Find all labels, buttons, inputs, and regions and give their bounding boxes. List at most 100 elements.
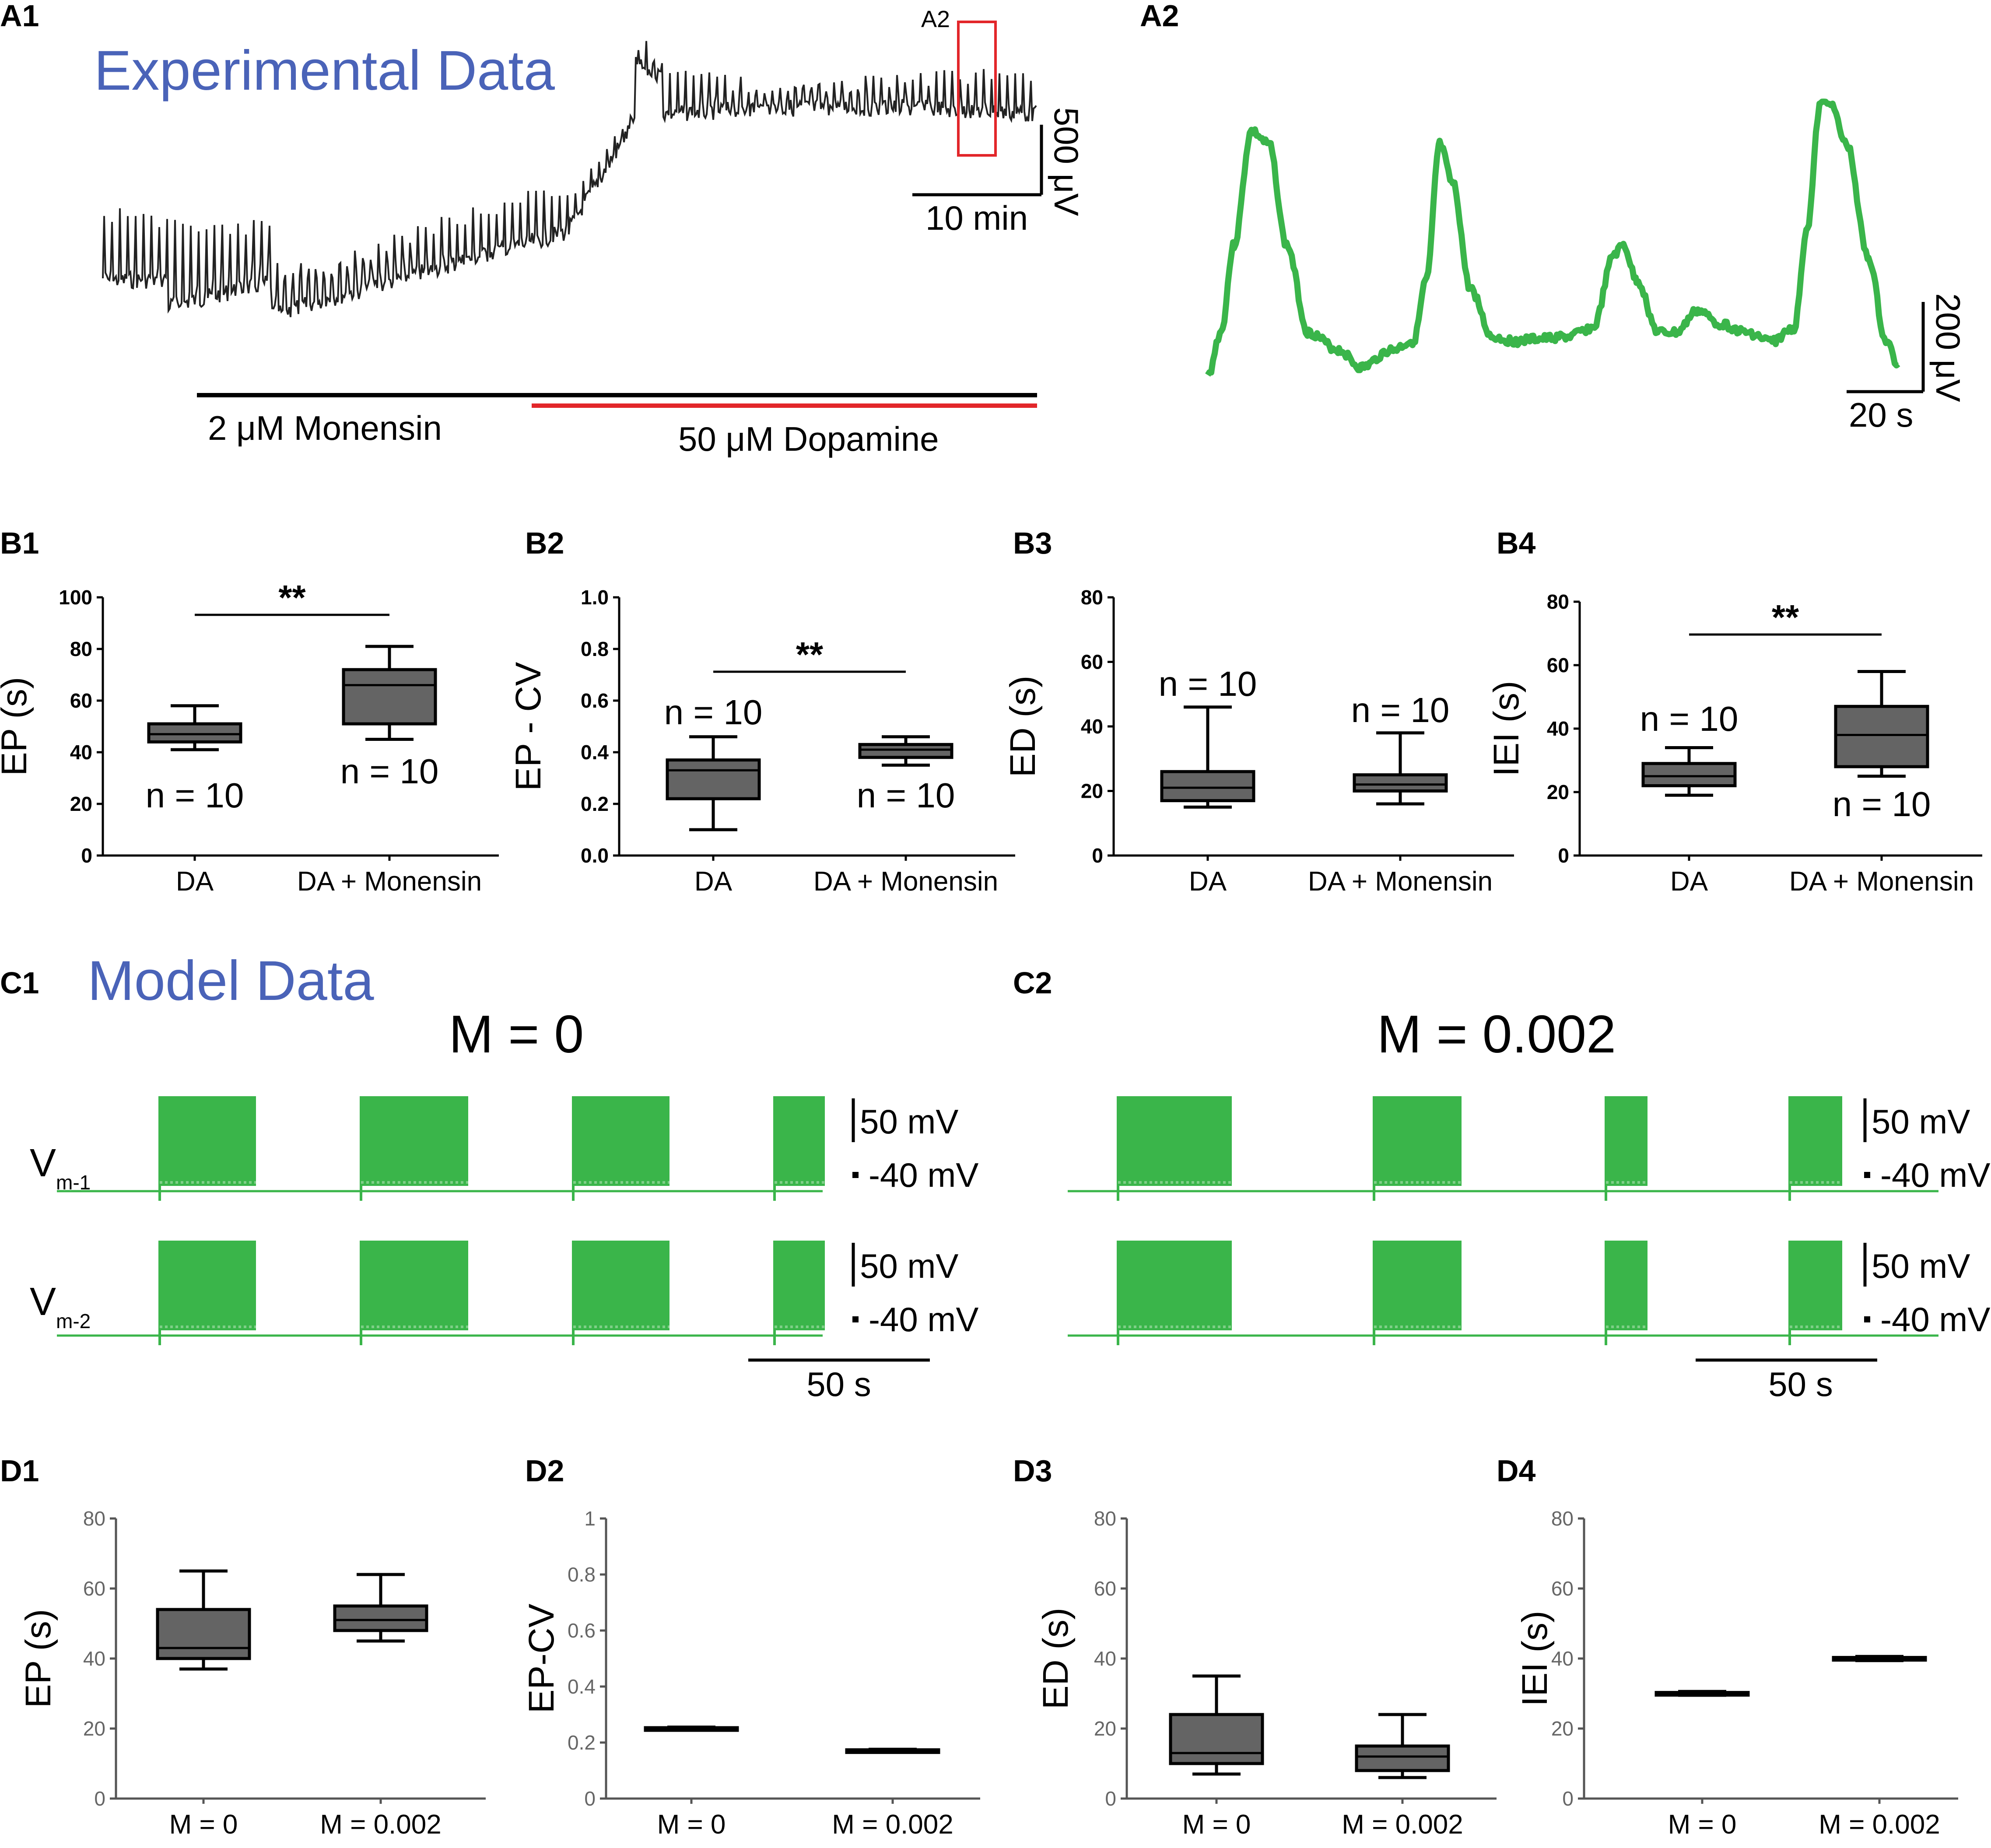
y-tick-label: 0	[1105, 1787, 1116, 1810]
y-tick-label: 0	[1092, 844, 1103, 867]
n-label: n = 10	[146, 776, 244, 815]
panel-label-a2: A2	[1140, 0, 1179, 33]
y-tick-label: 1.0	[581, 586, 609, 609]
y-tick-label: 40	[1081, 715, 1103, 738]
y-tick-label: 0.8	[568, 1563, 596, 1586]
a2-voltage-scale-label: 200 μV	[1929, 293, 1967, 402]
significance-label: **	[796, 635, 824, 674]
y-tick-label: 20	[1551, 1717, 1574, 1740]
category-label: M = 0	[657, 1809, 726, 1840]
y-tick-label: 100	[59, 586, 92, 609]
y-axis-label: EP (s)	[18, 1609, 58, 1708]
burst-block	[1374, 1241, 1462, 1330]
category-label: DA	[694, 866, 733, 897]
a2-expanded-trace	[1205, 98, 1900, 377]
box	[342, 668, 437, 726]
y-tick-label: 40	[70, 741, 92, 764]
panel-label-d2: D2	[525, 1454, 564, 1488]
category-label: M = 0.002	[1342, 1809, 1463, 1840]
y-tick-label: 0.8	[581, 638, 609, 660]
box	[858, 743, 953, 759]
panel-label-d1: D1	[0, 1454, 39, 1488]
c2-bottom-level-marker	[1864, 1316, 1870, 1322]
y-tick-label: 0	[1558, 844, 1569, 867]
y-tick-label: 80	[83, 1507, 105, 1530]
y-axis-label: ED (s)	[1036, 1608, 1076, 1709]
model-burst-traces	[57, 1096, 1938, 1345]
box	[156, 1608, 251, 1660]
panel-label-c1: C1	[0, 966, 39, 1000]
y-tick-label: 60	[83, 1577, 105, 1600]
significance-label: **	[1772, 598, 1799, 637]
monensin-label: 2 μM Monensin	[208, 409, 442, 447]
c1-bottom-level-marker	[852, 1316, 859, 1322]
y-tick-label: 0.6	[568, 1619, 596, 1642]
y-tick-label: 80	[1551, 1507, 1574, 1530]
category-label: DA + Monensin	[1308, 866, 1493, 897]
box	[1160, 770, 1255, 803]
n-label: n = 10	[1833, 785, 1931, 824]
experimental-data-title: Experimental Data	[94, 39, 555, 102]
a2-time-scale-label: 20 s	[1849, 396, 1913, 434]
c1-bottom-level-label: -40 mV	[869, 1300, 978, 1339]
c2-top-level-marker	[1864, 1172, 1870, 1178]
y-tick-label: 20	[1547, 781, 1569, 803]
n-label: n = 10	[1351, 691, 1450, 729]
box	[1641, 762, 1737, 787]
c2-time-scale-label: 50 s	[1768, 1365, 1833, 1403]
burst-block	[573, 1241, 670, 1330]
burst-block	[1118, 1241, 1232, 1330]
panel-a1: A1 Experimental Data A2 10 min 500 μV 2 …	[0, 0, 1086, 458]
burst-block	[1118, 1096, 1232, 1186]
y-axis-label: ED (s)	[1003, 676, 1043, 777]
panel-label-c2: C2	[1013, 966, 1052, 1000]
a2-inset-marker	[957, 21, 997, 157]
y-tick-label: 60	[1547, 654, 1569, 677]
burst-block	[1790, 1241, 1842, 1330]
y-tick-label: 0	[584, 1787, 596, 1810]
boxplot-d2: 0 0.2 0.4 0.6 0.8 1 EP-CV M = 0 M = 0.002	[522, 1507, 980, 1840]
y-tick-label: 0	[81, 844, 92, 867]
category-label: DA	[1189, 866, 1227, 897]
y-tick-label: 80	[70, 638, 92, 660]
box	[147, 722, 242, 743]
category-label: M = 0.002	[1819, 1809, 1940, 1840]
boxplot-b2: 0.0 0.2 0.4 0.6 0.8 1.0 EP - CV DA DA + Monensin…	[508, 586, 1015, 897]
y-axis-label: EP (s)	[0, 677, 34, 776]
category-label: M = 0	[1668, 1809, 1737, 1840]
boxplot-d3: 0 20 40 60 80 ED (s) M = 0 M = 0.002	[1036, 1507, 1497, 1840]
burst-block	[1790, 1096, 1842, 1186]
significance-label: **	[278, 578, 306, 617]
burst-block	[361, 1241, 468, 1330]
category-label: M = 0.002	[832, 1809, 953, 1840]
y-axis-label: IEI (s)	[1486, 681, 1526, 777]
y-tick-label: 0.4	[581, 741, 609, 764]
boxplot-d1: 0 20 40 60 80 EP (s) M = 0 M = 0.002	[18, 1507, 486, 1840]
c2-top-mv-label: 50 mV	[1872, 1102, 1970, 1141]
y-tick-label: 1	[584, 1507, 596, 1530]
c1-time-scale-label: 50 s	[806, 1365, 871, 1403]
c1-top-level-label: -40 mV	[869, 1156, 978, 1194]
boxplot-b3: 0 20 40 60 80 ED (s) DA DA + Monensin n = 10 n = …	[1003, 586, 1514, 897]
y-tick-label: 40	[1547, 717, 1569, 740]
y-tick-label: 0	[94, 1787, 105, 1810]
n-label: n = 10	[1640, 699, 1739, 738]
a1-extracellular-trace	[102, 41, 1037, 317]
category-label: M = 0	[169, 1809, 238, 1840]
y-tick-label: 0.0	[581, 844, 609, 867]
c2-bottom-level-label: -40 mV	[1880, 1300, 1990, 1339]
burst-block	[1606, 1241, 1647, 1330]
y-tick-label: 20	[1094, 1717, 1116, 1740]
y-tick-label: 60	[1551, 1577, 1574, 1600]
y-tick-label: 60	[1081, 651, 1103, 673]
category-label: DA	[176, 866, 214, 897]
y-tick-label: 40	[1551, 1647, 1574, 1670]
y-tick-label: 0	[1562, 1787, 1574, 1810]
boxplot-d4: 0 20 40 60 80 IEI (s) M = 0 M = 0.002	[1515, 1507, 1958, 1840]
y-tick-label: 0.4	[568, 1675, 596, 1698]
panel-label-a1: A1	[0, 0, 39, 33]
a1-time-scale-label: 10 min	[925, 199, 1028, 237]
inset-marker-label: A2	[921, 6, 950, 32]
box	[1834, 705, 1929, 768]
